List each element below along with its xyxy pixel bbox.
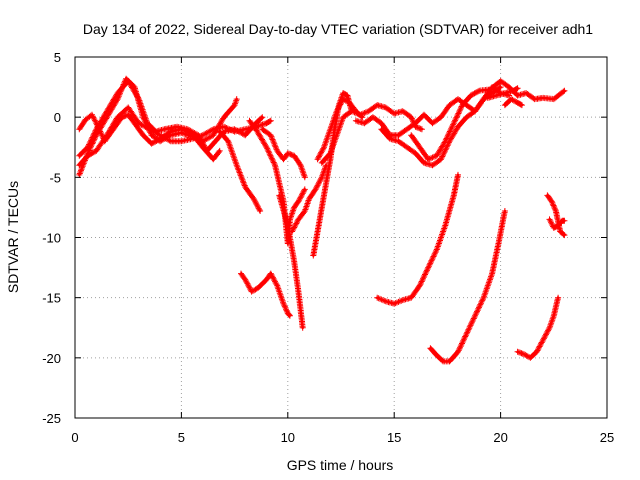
- series-markers: [546, 216, 568, 231]
- series-track-21: [514, 294, 562, 361]
- series-markers: [544, 192, 568, 239]
- series-track-4: [76, 104, 274, 169]
- series-markers: [318, 102, 425, 166]
- series-track-5: [216, 128, 264, 214]
- series-markers: [374, 171, 461, 307]
- axis-ticks: 0 5 10 15 20 25 -25 -20 -15 -10 -5 0 5: [42, 50, 614, 445]
- series-markers: [484, 85, 521, 101]
- series-markers: [216, 128, 264, 214]
- series-track-13: [318, 102, 425, 166]
- series-track-10: [289, 162, 330, 235]
- y-tick-label: -20: [42, 351, 61, 366]
- y-tick-label: 0: [54, 110, 61, 125]
- x-tick-label: 25: [600, 430, 614, 445]
- series-track-6: [246, 117, 308, 247]
- x-tick-label: 5: [178, 430, 185, 445]
- y-tick-label: -5: [49, 170, 61, 185]
- series-track-18: [501, 96, 525, 109]
- series-track-20: [427, 208, 508, 365]
- data-series: [76, 75, 568, 365]
- y-tick-label: -25: [42, 411, 61, 426]
- series-markers: [246, 117, 308, 247]
- series-track-17: [484, 85, 521, 101]
- chart-title: Day 134 of 2022, Sidereal Day-to-day VTE…: [83, 21, 593, 37]
- x-axis-label: GPS time / hours: [287, 457, 394, 473]
- series-track-8: [276, 192, 306, 331]
- series-track-22: [544, 192, 568, 239]
- series-track-19: [374, 171, 461, 307]
- series-markers: [76, 104, 274, 169]
- grid: [75, 57, 607, 418]
- series-track-9: [238, 270, 293, 319]
- series-markers: [408, 78, 568, 163]
- series-markers: [276, 192, 306, 331]
- x-tick-label: 15: [387, 430, 401, 445]
- series-markers: [501, 96, 525, 109]
- series-markers: [427, 208, 508, 365]
- x-tick-label: 0: [71, 430, 78, 445]
- series-track-16: [408, 78, 568, 163]
- y-tick-label: -15: [42, 291, 61, 306]
- series-markers: [289, 162, 330, 235]
- series-track-7: [259, 126, 308, 181]
- series-line: [354, 85, 502, 137]
- series-markers: [238, 270, 293, 319]
- series-markers: [514, 294, 562, 361]
- series-track-23: [546, 216, 568, 231]
- x-tick-label: 20: [493, 430, 507, 445]
- series-markers: [259, 126, 308, 181]
- y-tick-label: -10: [42, 231, 61, 246]
- y-axis-label: SDTVAR / TECUs: [5, 181, 21, 293]
- x-tick-label: 10: [281, 430, 295, 445]
- y-tick-label: 5: [54, 50, 61, 65]
